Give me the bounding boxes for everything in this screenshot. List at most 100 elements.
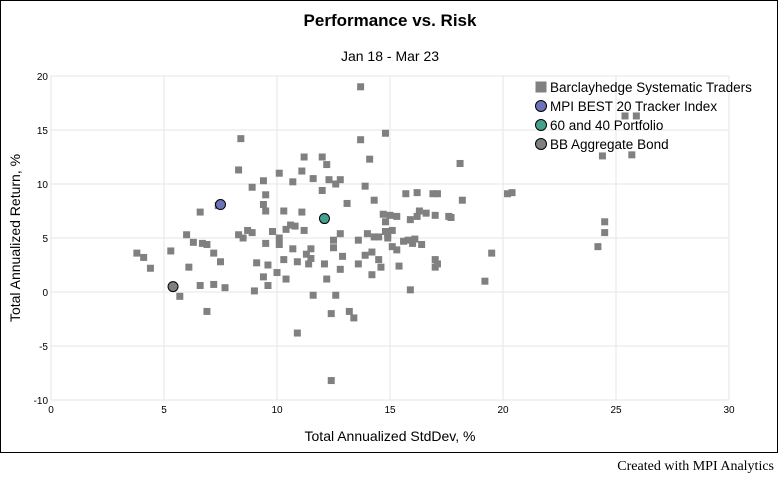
y-tick-label: 15 xyxy=(37,126,49,137)
x-tick-label: 30 xyxy=(723,405,735,416)
x-tick-label: 10 xyxy=(271,405,283,416)
data-point-systematic-traders xyxy=(203,240,211,248)
data-point-systematic-traders xyxy=(264,282,272,290)
data-point-systematic-traders xyxy=(381,129,389,137)
data-point-systematic-traders xyxy=(598,152,606,160)
gridlines xyxy=(50,75,730,401)
data-point-systematic-traders xyxy=(273,269,281,277)
data-point-systematic-traders xyxy=(339,252,347,260)
data-point-systematic-traders xyxy=(259,177,267,185)
legend: Barclayhedge Systematic Traders MPI BEST … xyxy=(535,80,752,152)
data-point-systematic-traders xyxy=(447,213,455,221)
data-point-systematic-traders xyxy=(298,167,306,175)
data-point-systematic-traders xyxy=(280,207,288,215)
data-point-systematic-traders xyxy=(402,190,410,198)
data-point-systematic-traders xyxy=(370,196,378,204)
data-point-systematic-traders xyxy=(146,264,154,272)
scatter-chart: Performance vs. Risk Jan 18 - Mar 23 0 5 1… xyxy=(7,11,752,444)
data-point-systematic-traders xyxy=(298,208,306,216)
data-point-systematic-traders xyxy=(400,237,408,245)
data-point-systematic-traders xyxy=(379,210,387,218)
data-point-systematic-traders xyxy=(323,275,331,283)
data-point-systematic-traders xyxy=(305,260,313,268)
data-point-systematic-traders xyxy=(504,190,512,198)
y-tick-label: 20 xyxy=(37,72,49,83)
data-point-systematic-traders xyxy=(323,161,331,169)
data-point-systematic-traders xyxy=(282,275,290,283)
data-point-systematic-traders xyxy=(264,261,272,269)
data-point-systematic-traders xyxy=(318,153,326,161)
data-point-systematic-traders xyxy=(601,218,609,226)
data-point-systematic-traders xyxy=(632,112,640,120)
data-point-systematic-traders xyxy=(357,83,365,91)
data-point-systematic-traders xyxy=(388,226,396,234)
data-point-systematic-traders xyxy=(601,229,609,237)
data-point-systematic-traders xyxy=(309,291,317,299)
data-point-systematic-traders xyxy=(336,176,344,184)
y-tick-label: 10 xyxy=(37,180,49,191)
data-point-systematic-traders xyxy=(594,243,602,251)
data-point-systematic-traders xyxy=(235,231,243,239)
data-point-systematic-traders xyxy=(354,236,362,244)
data-point-systematic-traders xyxy=(433,260,441,268)
data-point-systematic-traders xyxy=(370,233,378,241)
data-point-systematic-traders xyxy=(307,255,315,263)
y-tick-label: 0 xyxy=(42,288,48,299)
y-tick-label: -5 xyxy=(39,342,48,353)
data-point-systematic-traders xyxy=(368,271,376,279)
data-point-systematic-traders xyxy=(203,307,211,315)
legend-marker xyxy=(535,119,547,131)
legend-label: BB Aggregate Bond xyxy=(550,137,669,152)
chart-frame: Performance vs. Risk Jan 18 - Mar 23 0 5 1… xyxy=(0,0,778,453)
data-point-systematic-traders xyxy=(377,263,385,271)
data-point-systematic-traders xyxy=(293,329,301,337)
data-point-systematic-traders xyxy=(248,183,256,191)
data-point-systematic-traders xyxy=(307,245,315,253)
data-point-systematic-traders xyxy=(325,176,333,184)
data-point-systematic-traders xyxy=(388,243,396,251)
data-point-systematic-traders xyxy=(361,182,369,190)
y-tick-label: 5 xyxy=(42,234,48,245)
data-point-systematic-traders xyxy=(375,233,383,241)
data-point-systematic-traders xyxy=(413,212,421,220)
x-axis-ticks: 0 5 10 15 20 25 30 xyxy=(48,405,735,416)
data-point-systematic-traders xyxy=(433,190,441,198)
data-point-systematic-traders xyxy=(406,286,414,294)
data-point-systematic-traders xyxy=(248,229,256,237)
data-point-systematic-traders xyxy=(411,235,419,243)
data-point-systematic-traders xyxy=(262,239,270,247)
legend-label: MPI BEST 20 Tracker Index xyxy=(550,99,717,114)
data-point-systematic-traders xyxy=(217,258,224,266)
data-point-systematic-traders xyxy=(393,212,401,220)
data-point-systematic-traders xyxy=(330,236,337,244)
x-tick-label: 25 xyxy=(610,405,622,416)
x-tick-label: 20 xyxy=(497,405,509,416)
data-point-systematic-traders xyxy=(431,211,439,219)
data-point-systematic-traders xyxy=(332,291,340,299)
data-point-systematic-traders xyxy=(415,207,423,215)
data-point-systematic-traders xyxy=(291,222,299,230)
data-point-systematic-traders xyxy=(429,190,437,198)
data-point-systematic-traders xyxy=(176,292,184,300)
data-point-systematic-traders xyxy=(196,282,204,290)
data-point-systematic-traders xyxy=(628,151,636,159)
data-point-systematic-traders xyxy=(422,209,430,217)
data-point-systematic-traders xyxy=(508,189,516,197)
data-point-systematic-traders xyxy=(386,211,394,219)
data-point-systematic-traders xyxy=(275,169,283,177)
data-point-systematic-traders xyxy=(185,263,193,271)
data-point-systematic-traders xyxy=(488,249,496,257)
data-point-systematic-traders xyxy=(345,307,353,315)
data-point-systematic-traders xyxy=(621,112,629,120)
x-axis-label: Total Annualized StdDev, % xyxy=(305,428,476,444)
data-point-systematic-traders xyxy=(366,155,374,163)
data-point-systematic-traders xyxy=(275,234,283,242)
data-point-systematic-traders xyxy=(350,314,358,322)
y-tick-label: -10 xyxy=(34,396,49,407)
data-point-systematic-traders xyxy=(268,228,276,236)
data-point-systematic-traders xyxy=(262,191,270,199)
data-point-systematic-traders xyxy=(375,256,383,264)
data-point-systematic-traders xyxy=(354,260,362,268)
data-point-systematic-traders xyxy=(210,280,218,288)
legend-label: Barclayhedge Systematic Traders xyxy=(550,80,752,95)
